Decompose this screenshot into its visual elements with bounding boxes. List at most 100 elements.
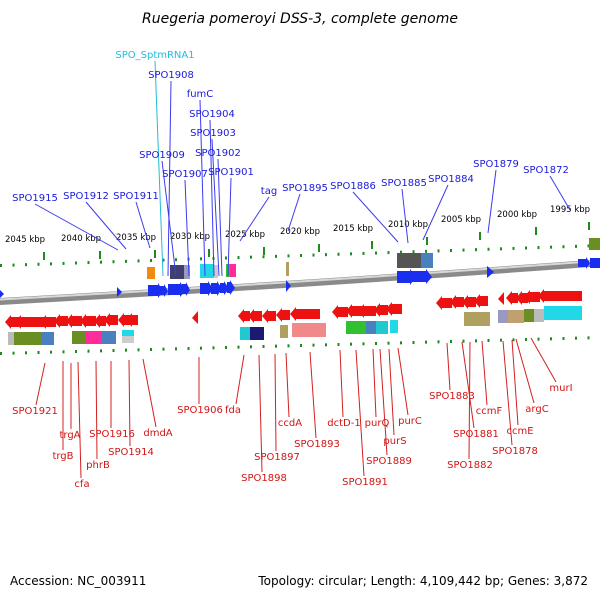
scale-dot bbox=[337, 343, 340, 346]
label-connector bbox=[35, 362, 46, 406]
scale-dot bbox=[412, 341, 415, 344]
scale-dot bbox=[325, 343, 327, 347]
reverse-gene-arrow bbox=[118, 313, 130, 327]
scale-dot bbox=[362, 251, 365, 255]
feature-box bbox=[376, 321, 388, 334]
scale-dot bbox=[500, 247, 502, 251]
label-connector bbox=[388, 348, 395, 436]
gene-label: SPO1921 bbox=[12, 406, 58, 417]
scale-dot bbox=[587, 336, 590, 340]
scale-dot bbox=[125, 348, 127, 352]
feature-box bbox=[390, 320, 398, 333]
forward-gene-arrow bbox=[200, 281, 213, 296]
scale-dot bbox=[450, 340, 452, 343]
label-connector bbox=[135, 201, 151, 249]
scale-tick-mark bbox=[154, 250, 156, 258]
reverse-gene-arrow bbox=[386, 302, 402, 316]
scale-tick-label: 2000 kbp bbox=[497, 210, 537, 220]
feature-box bbox=[421, 253, 433, 268]
scale-dot bbox=[250, 255, 252, 259]
forward-gene-arrow bbox=[590, 258, 600, 268]
scale-dot bbox=[275, 254, 277, 258]
scale-tick-mark bbox=[371, 241, 373, 249]
forward-gene-arrow bbox=[117, 287, 122, 297]
scale-dot bbox=[237, 345, 240, 349]
forward-gene-arrow bbox=[148, 283, 163, 298]
label-connector bbox=[184, 179, 190, 277]
label-connector bbox=[515, 338, 535, 404]
reverse-gene-arrow bbox=[66, 314, 82, 328]
label-connector bbox=[549, 175, 571, 211]
gene-label: ccdA bbox=[278, 418, 302, 429]
reverse-gene-arrow bbox=[54, 314, 68, 328]
forward-gene-arrow bbox=[578, 257, 590, 269]
feature-box bbox=[214, 265, 218, 278]
gene-label: SPO1908 bbox=[148, 70, 194, 81]
feature-box bbox=[250, 327, 264, 340]
reverse-gene-track bbox=[5, 289, 582, 345]
feature-box bbox=[534, 309, 544, 322]
map-title: Ruegeria pomeroyi DSS-3, complete genome bbox=[142, 11, 458, 27]
label-connector bbox=[422, 184, 449, 241]
scale-dot bbox=[100, 349, 102, 353]
reverse-gene-arrow bbox=[524, 290, 540, 304]
label-connector bbox=[468, 341, 471, 460]
scale-dot bbox=[25, 263, 27, 267]
gene-label: SPO1882 bbox=[447, 460, 493, 471]
feature-box bbox=[86, 331, 102, 344]
gene-label: ccmF bbox=[476, 406, 503, 417]
scale-dot bbox=[0, 352, 2, 355]
scale-tick-label: 2035 kbp bbox=[116, 233, 156, 243]
scale-dot bbox=[50, 350, 52, 354]
scale-dot bbox=[525, 338, 527, 341]
forward-gene-arrow bbox=[211, 281, 222, 296]
feature-box bbox=[72, 331, 86, 344]
lower-label-connectors bbox=[35, 337, 557, 479]
scale-dotted-line bbox=[0, 244, 590, 267]
reverse-gene-arrow bbox=[538, 289, 582, 303]
reverse-gene-arrow bbox=[506, 291, 518, 305]
scale-dot bbox=[437, 340, 440, 344]
scale-dot bbox=[262, 255, 265, 259]
label-connector bbox=[446, 342, 451, 391]
scale-dot bbox=[462, 248, 465, 252]
gene-label: cfa bbox=[74, 479, 89, 490]
scale-tick-mark bbox=[318, 244, 320, 252]
gene-label: SPO1898 bbox=[241, 473, 287, 484]
gene-label: SPO1884 bbox=[428, 174, 474, 185]
lower-dotted-line bbox=[0, 336, 590, 355]
scale-dot bbox=[375, 251, 377, 255]
label-connector bbox=[235, 354, 245, 405]
scale-dot bbox=[100, 260, 102, 264]
scale-dot bbox=[537, 246, 540, 250]
scale-dot bbox=[450, 249, 452, 252]
feature-box bbox=[397, 253, 421, 268]
gene-label: SPO1895 bbox=[282, 183, 328, 194]
scale-dot bbox=[500, 338, 502, 342]
genome-backbone bbox=[0, 259, 600, 305]
gene-label: purS bbox=[383, 436, 406, 447]
gene-label: SPO1916 bbox=[89, 429, 135, 440]
gene-label: SPO1906 bbox=[177, 405, 223, 416]
feature-box bbox=[122, 330, 134, 336]
label-connector bbox=[34, 203, 119, 251]
reverse-gene-arrow bbox=[276, 308, 290, 322]
scale-tick-label: 1995 kbp bbox=[550, 205, 590, 215]
gene-label: fumC bbox=[187, 89, 214, 100]
feature-box bbox=[14, 332, 42, 345]
feature-box bbox=[464, 312, 490, 326]
gene-label: SPO1885 bbox=[381, 178, 427, 189]
feature-box bbox=[122, 336, 134, 343]
gene-label: SPO1915 bbox=[12, 193, 58, 204]
label-connector bbox=[199, 99, 206, 277]
gene-label: trgB bbox=[52, 451, 73, 462]
label-connector bbox=[128, 359, 131, 447]
gene-label: SPO1879 bbox=[473, 159, 519, 170]
scale-dot bbox=[25, 351, 27, 355]
label-connector bbox=[287, 193, 301, 232]
scale-dot bbox=[125, 259, 127, 263]
label-connector bbox=[352, 191, 399, 243]
scale-dot bbox=[512, 338, 515, 342]
label-connector bbox=[379, 348, 388, 456]
scale-dot bbox=[300, 254, 302, 257]
